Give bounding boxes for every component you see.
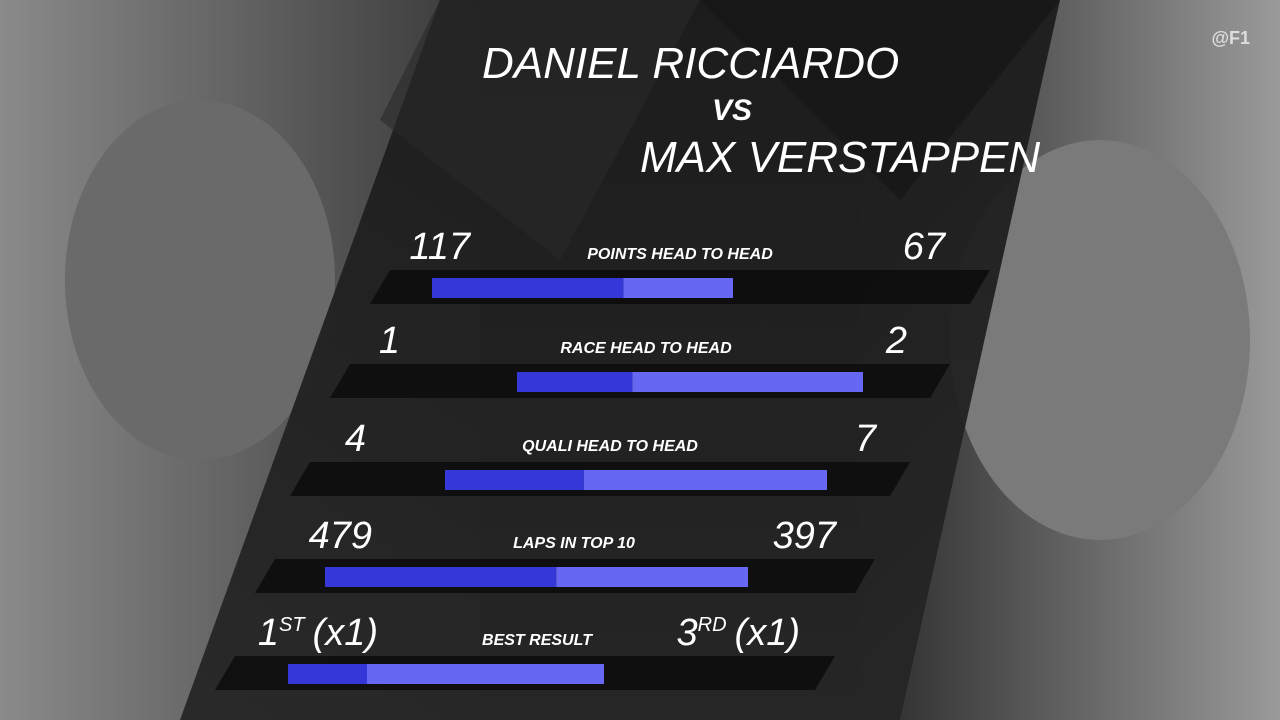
left-driver [65,100,335,460]
right-note: (x1) [735,612,800,654]
left-bar [288,664,367,684]
left-number: 117 [409,226,471,268]
driver2-name: MAX VERSTAPPEN [640,133,1040,182]
stat-label: QUALI HEAD TO HEAD [522,438,698,455]
right-bar [583,470,827,490]
left-bar [445,470,584,490]
handle: @F1 [1211,28,1250,48]
left-number: 479 [309,515,372,557]
right-bar [623,278,733,298]
right-number: 67 [903,226,947,268]
left-value: 1 [379,320,400,362]
right-suffix: RD [698,614,727,636]
left-value: 4 [345,418,366,460]
left-bar [325,567,557,587]
right-number: 3 [677,612,698,654]
right-driver [950,140,1250,540]
right-value: 7 [855,418,878,460]
stat-label: LAPS IN TOP 10 [513,535,635,552]
right-bar [556,567,748,587]
left-number: 4 [345,418,366,460]
left-suffix: ST [279,614,306,636]
left-note: (x1) [313,612,378,654]
right-value: 67 [903,226,947,268]
right-value: 2 [885,320,907,362]
right-number: 397 [773,515,838,557]
facet [700,0,1060,200]
stat-label: RACE HEAD TO HEAD [560,340,732,357]
right-value: 3RD (x1) [677,612,800,654]
stat-label: BEST RESULT [482,632,593,649]
left-bar [517,372,633,392]
right-bar [632,372,863,392]
right-bar [367,664,604,684]
left-bar [432,278,624,298]
right-number: 2 [885,320,907,362]
left-value: 117 [409,226,471,268]
stat-label: POINTS HEAD TO HEAD [587,246,773,263]
center-panel [180,0,1060,720]
driver1-name: DANIEL RICCIARDO [482,39,899,88]
right-value: 397 [773,515,838,557]
left-number: 1 [258,612,279,654]
facet [380,0,700,260]
left-value: 1ST (x1) [258,612,378,654]
right-number: 7 [855,418,878,460]
left-value: 479 [309,515,372,557]
left-number: 1 [379,320,400,362]
vs: VS [712,94,752,127]
